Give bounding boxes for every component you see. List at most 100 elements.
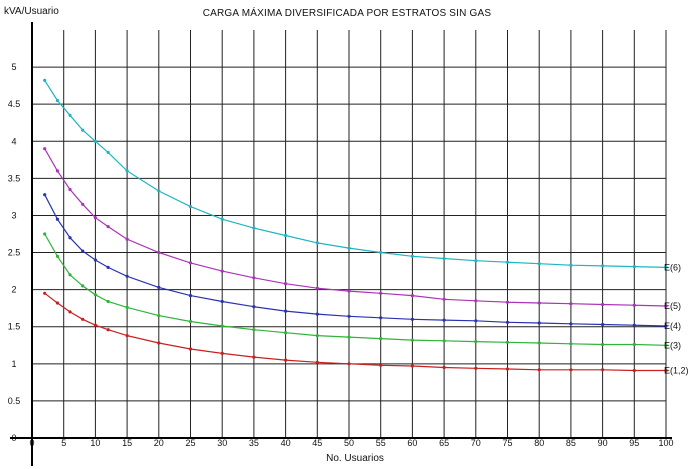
data-point bbox=[81, 317, 85, 321]
data-point bbox=[284, 282, 288, 286]
data-point bbox=[347, 289, 351, 293]
data-point bbox=[220, 351, 224, 355]
data-point bbox=[157, 189, 161, 193]
data-point bbox=[157, 285, 161, 289]
data-point bbox=[632, 342, 636, 347]
data-point bbox=[284, 331, 288, 335]
data-point bbox=[81, 128, 85, 132]
data-point bbox=[157, 314, 161, 318]
data-point bbox=[93, 216, 97, 220]
series-line bbox=[44, 80, 667, 268]
data-point bbox=[315, 334, 319, 338]
data-point bbox=[347, 335, 351, 339]
y-tick-label: 1.5 bbox=[8, 322, 21, 332]
y-tick-label: 4.5 bbox=[8, 99, 21, 109]
x-tick-label: 15 bbox=[122, 438, 132, 448]
data-point bbox=[410, 338, 414, 342]
data-point bbox=[379, 250, 383, 255]
y-tick-label: 3 bbox=[11, 210, 16, 220]
x-tick-label: 75 bbox=[502, 438, 512, 448]
data-point bbox=[315, 286, 319, 290]
data-point bbox=[68, 187, 72, 192]
data-point bbox=[569, 302, 573, 306]
data-point bbox=[632, 368, 636, 373]
x-tick-label: 50 bbox=[344, 438, 354, 448]
data-point bbox=[505, 320, 510, 324]
data-point bbox=[442, 297, 446, 301]
data-point bbox=[55, 301, 60, 305]
data-point bbox=[106, 328, 110, 332]
data-point bbox=[442, 256, 446, 261]
data-point bbox=[664, 265, 668, 269]
x-tick-label: 20 bbox=[154, 438, 164, 448]
series-label: E(3) bbox=[664, 340, 681, 350]
x-axis-label: No. Usuarios bbox=[326, 453, 384, 464]
y-tick-label: 2.5 bbox=[8, 248, 21, 258]
data-point bbox=[315, 360, 319, 364]
data-point bbox=[601, 322, 605, 327]
data-point bbox=[474, 259, 478, 263]
series-line bbox=[44, 292, 666, 372]
data-point bbox=[157, 341, 161, 345]
x-tick-label: 25 bbox=[185, 438, 195, 448]
data-point bbox=[347, 362, 351, 366]
data-point bbox=[664, 343, 668, 347]
data-point bbox=[537, 301, 541, 305]
y-tick-label: 5 bbox=[11, 62, 16, 72]
x-tick-label: 55 bbox=[376, 438, 386, 448]
data-point bbox=[220, 299, 224, 304]
data-point bbox=[252, 355, 256, 359]
x-tick-label: 30 bbox=[217, 438, 227, 448]
data-point bbox=[601, 302, 605, 307]
data-point bbox=[442, 318, 446, 322]
data-point bbox=[632, 303, 636, 307]
data-point bbox=[106, 225, 110, 229]
data-point bbox=[284, 233, 288, 238]
data-point bbox=[55, 217, 60, 221]
series-line bbox=[44, 148, 667, 307]
data-point bbox=[188, 347, 193, 351]
data-point bbox=[252, 328, 256, 332]
data-point bbox=[220, 269, 224, 273]
data-point bbox=[410, 254, 414, 258]
data-point bbox=[43, 291, 47, 295]
data-point bbox=[664, 324, 668, 328]
data-point bbox=[537, 341, 541, 345]
data-point bbox=[569, 322, 573, 326]
data-point bbox=[81, 202, 85, 206]
data-point bbox=[537, 262, 541, 266]
x-tick-label: 10 bbox=[90, 438, 100, 448]
data-point bbox=[125, 237, 129, 241]
data-point bbox=[379, 316, 383, 320]
data-point bbox=[43, 78, 47, 82]
data-point bbox=[664, 304, 668, 308]
data-point bbox=[664, 368, 668, 373]
x-tick-label: 5 bbox=[61, 438, 66, 448]
y-tick-label: 2 bbox=[11, 285, 16, 295]
x-tick-label: 90 bbox=[598, 438, 608, 448]
data-point bbox=[537, 321, 541, 325]
data-point bbox=[347, 314, 351, 318]
data-point bbox=[569, 263, 573, 267]
data-point bbox=[188, 261, 193, 265]
data-point bbox=[474, 340, 478, 344]
data-point bbox=[315, 241, 319, 245]
data-point bbox=[601, 342, 605, 347]
data-point bbox=[220, 217, 224, 221]
series-label: E(4) bbox=[664, 321, 681, 331]
data-point bbox=[252, 276, 256, 280]
x-tick-label: 35 bbox=[249, 438, 259, 448]
data-point bbox=[81, 249, 85, 253]
data-point bbox=[442, 365, 446, 370]
data-point bbox=[55, 98, 60, 103]
data-point bbox=[188, 294, 193, 298]
series-line bbox=[44, 194, 667, 327]
data-point bbox=[537, 368, 541, 372]
series-label: E(5) bbox=[664, 301, 681, 311]
x-tick-label: 45 bbox=[312, 438, 322, 448]
data-point bbox=[601, 368, 605, 372]
data-point bbox=[125, 334, 129, 338]
data-point bbox=[410, 317, 414, 321]
data-point bbox=[252, 226, 256, 230]
